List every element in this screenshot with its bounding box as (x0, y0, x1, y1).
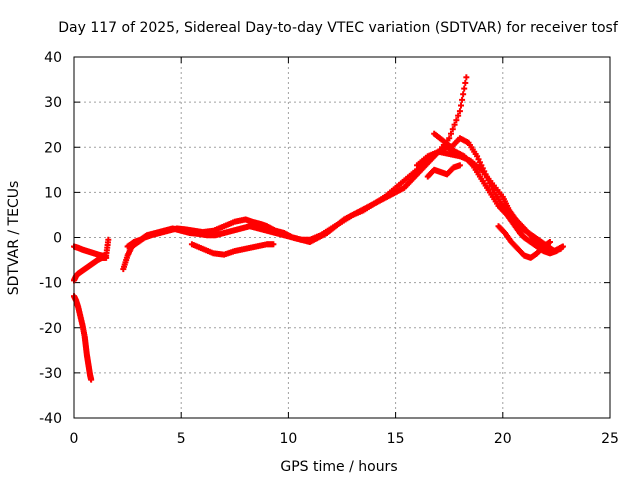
x-tick-label: 10 (279, 431, 297, 447)
data-points (71, 74, 566, 383)
grid (74, 57, 610, 418)
y-tick-label: -10 (39, 276, 62, 292)
y-axis-label: SDTVAR / TECUs (6, 181, 22, 296)
data-point (463, 74, 470, 81)
data-point (482, 171, 489, 178)
data-point (88, 376, 95, 383)
data-point (446, 135, 453, 142)
data-point (474, 153, 481, 160)
data-point (455, 112, 462, 119)
y-tick-label: -20 (39, 321, 62, 337)
x-axis-label: GPS time / hours (280, 459, 397, 475)
data-point (486, 180, 493, 187)
y-tick-label: 30 (44, 95, 62, 111)
data-point (449, 126, 456, 133)
y-tick-label: 20 (44, 140, 62, 156)
series-early-flat (71, 236, 112, 260)
y-tick-label: 10 (44, 185, 62, 201)
y-tick-label: -30 (39, 366, 62, 382)
x-tick-label: 20 (494, 431, 512, 447)
data-point (447, 130, 454, 137)
series-trace-d (414, 148, 564, 255)
y-tick-label: -40 (39, 411, 62, 427)
data-point (546, 239, 553, 246)
series-trace-c (188, 241, 277, 258)
data-point (456, 162, 463, 169)
series-trace-e (431, 130, 566, 255)
x-tick-label: 15 (387, 431, 405, 447)
data-point (105, 236, 112, 243)
data-point (451, 121, 458, 128)
data-point (453, 117, 460, 124)
series-early-rising (71, 254, 110, 284)
data-point (456, 108, 463, 115)
data-point (479, 165, 486, 172)
data-point (478, 162, 485, 169)
data-point (488, 183, 495, 190)
data-point (484, 174, 491, 181)
series-trace-f (495, 223, 553, 261)
axis-ticks: 0 5 10 15 20 25 -40 -30 -20 -10 0 10 20 30 40 (39, 50, 619, 447)
data-point (459, 96, 466, 103)
data-point (481, 168, 488, 175)
data-point (270, 241, 277, 248)
data-point (559, 243, 566, 250)
chart-title: Day 117 of 2025, Sidereal Day-to-day VTE… (58, 20, 619, 36)
y-tick-label: 40 (44, 50, 62, 66)
data-point (485, 177, 492, 184)
x-tick-label: 25 (601, 431, 619, 447)
plot-frame (73, 56, 611, 419)
data-point (475, 156, 482, 163)
data-point (457, 102, 464, 109)
data-point (489, 186, 496, 193)
data-point (460, 91, 467, 98)
data-point (476, 159, 483, 166)
series-trace-g (424, 162, 463, 180)
x-tick-label: 5 (177, 431, 186, 447)
data-point (462, 79, 469, 86)
x-tick-label: 0 (70, 431, 79, 447)
y-tick-label: 0 (53, 231, 62, 247)
data-point (461, 85, 468, 92)
